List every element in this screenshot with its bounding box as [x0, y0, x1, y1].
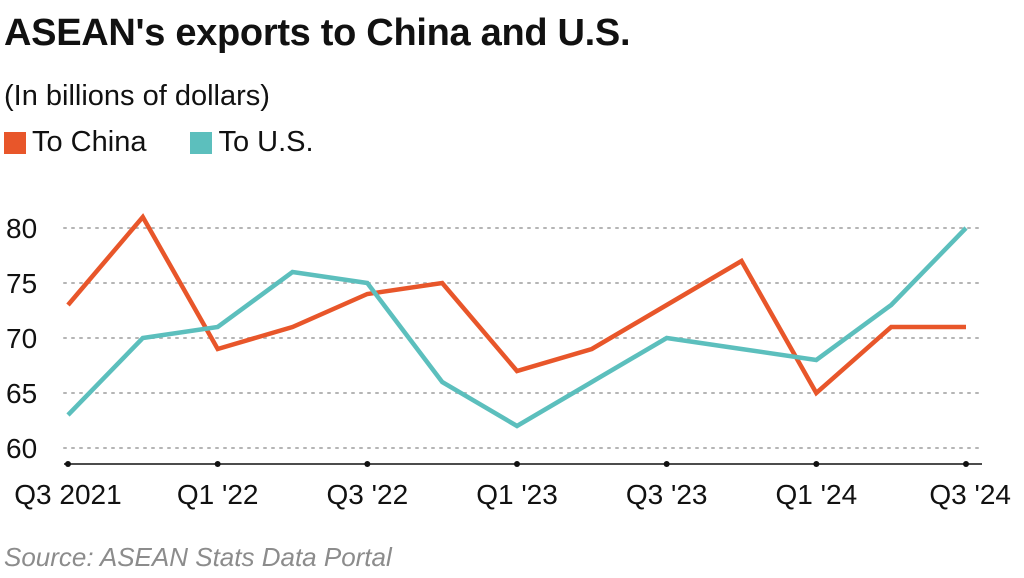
x-axis-ticks: Q3 2021 Q1 '22 Q3 '22 Q1 '23 Q3 '23 Q1 '24 Q3 … [14, 461, 1011, 510]
y-tick-label: 60 [6, 433, 37, 464]
y-tick-label: 75 [6, 268, 37, 299]
x-tick-label: Q3 '22 [327, 479, 409, 510]
chart-subtitle: (In billions of dollars) [4, 80, 270, 112]
x-tick-label: Q1 '24 [776, 479, 858, 510]
legend-label-china: To China [32, 126, 147, 158]
y-tick-label: 65 [6, 378, 37, 409]
legend-swatch-us [190, 131, 213, 154]
x-tick-label: Q3 '23 [626, 479, 708, 510]
legend-label-us: To U.S. [218, 126, 314, 158]
y-tick-label: 80 [6, 213, 37, 244]
legend-item-us: To U.S. [190, 126, 314, 159]
x-tick-label: Q3 2021 [14, 479, 121, 510]
x-tick-mark [364, 461, 371, 467]
gridlines [63, 227, 983, 449]
x-tick-mark [214, 461, 221, 467]
series-lines [66, 213, 968, 429]
source-note: Source: ASEAN Stats Data Portal [4, 542, 392, 572]
x-tick-mark [813, 461, 820, 467]
x-tick-label: Q3 '24 [929, 479, 1011, 510]
series-line-us [66, 226, 968, 429]
x-tick-mark [65, 461, 71, 467]
x-tick-mark [514, 461, 520, 467]
x-tick-label: Q1 '23 [476, 479, 558, 510]
y-tick-label: 70 [6, 323, 37, 354]
x-tick-mark [963, 461, 969, 467]
y-axis-ticks: 60 65 70 75 80 [6, 213, 37, 464]
x-tick-mark [663, 461, 670, 467]
legend-item-china: To China [4, 126, 146, 159]
chart-title: ASEAN's exports to China and U.S. [4, 12, 631, 54]
legend: To China To U.S. [4, 126, 358, 159]
legend-swatch-china [4, 131, 26, 154]
series-line-china [66, 213, 966, 397]
x-tick-label: Q1 '22 [177, 479, 259, 510]
